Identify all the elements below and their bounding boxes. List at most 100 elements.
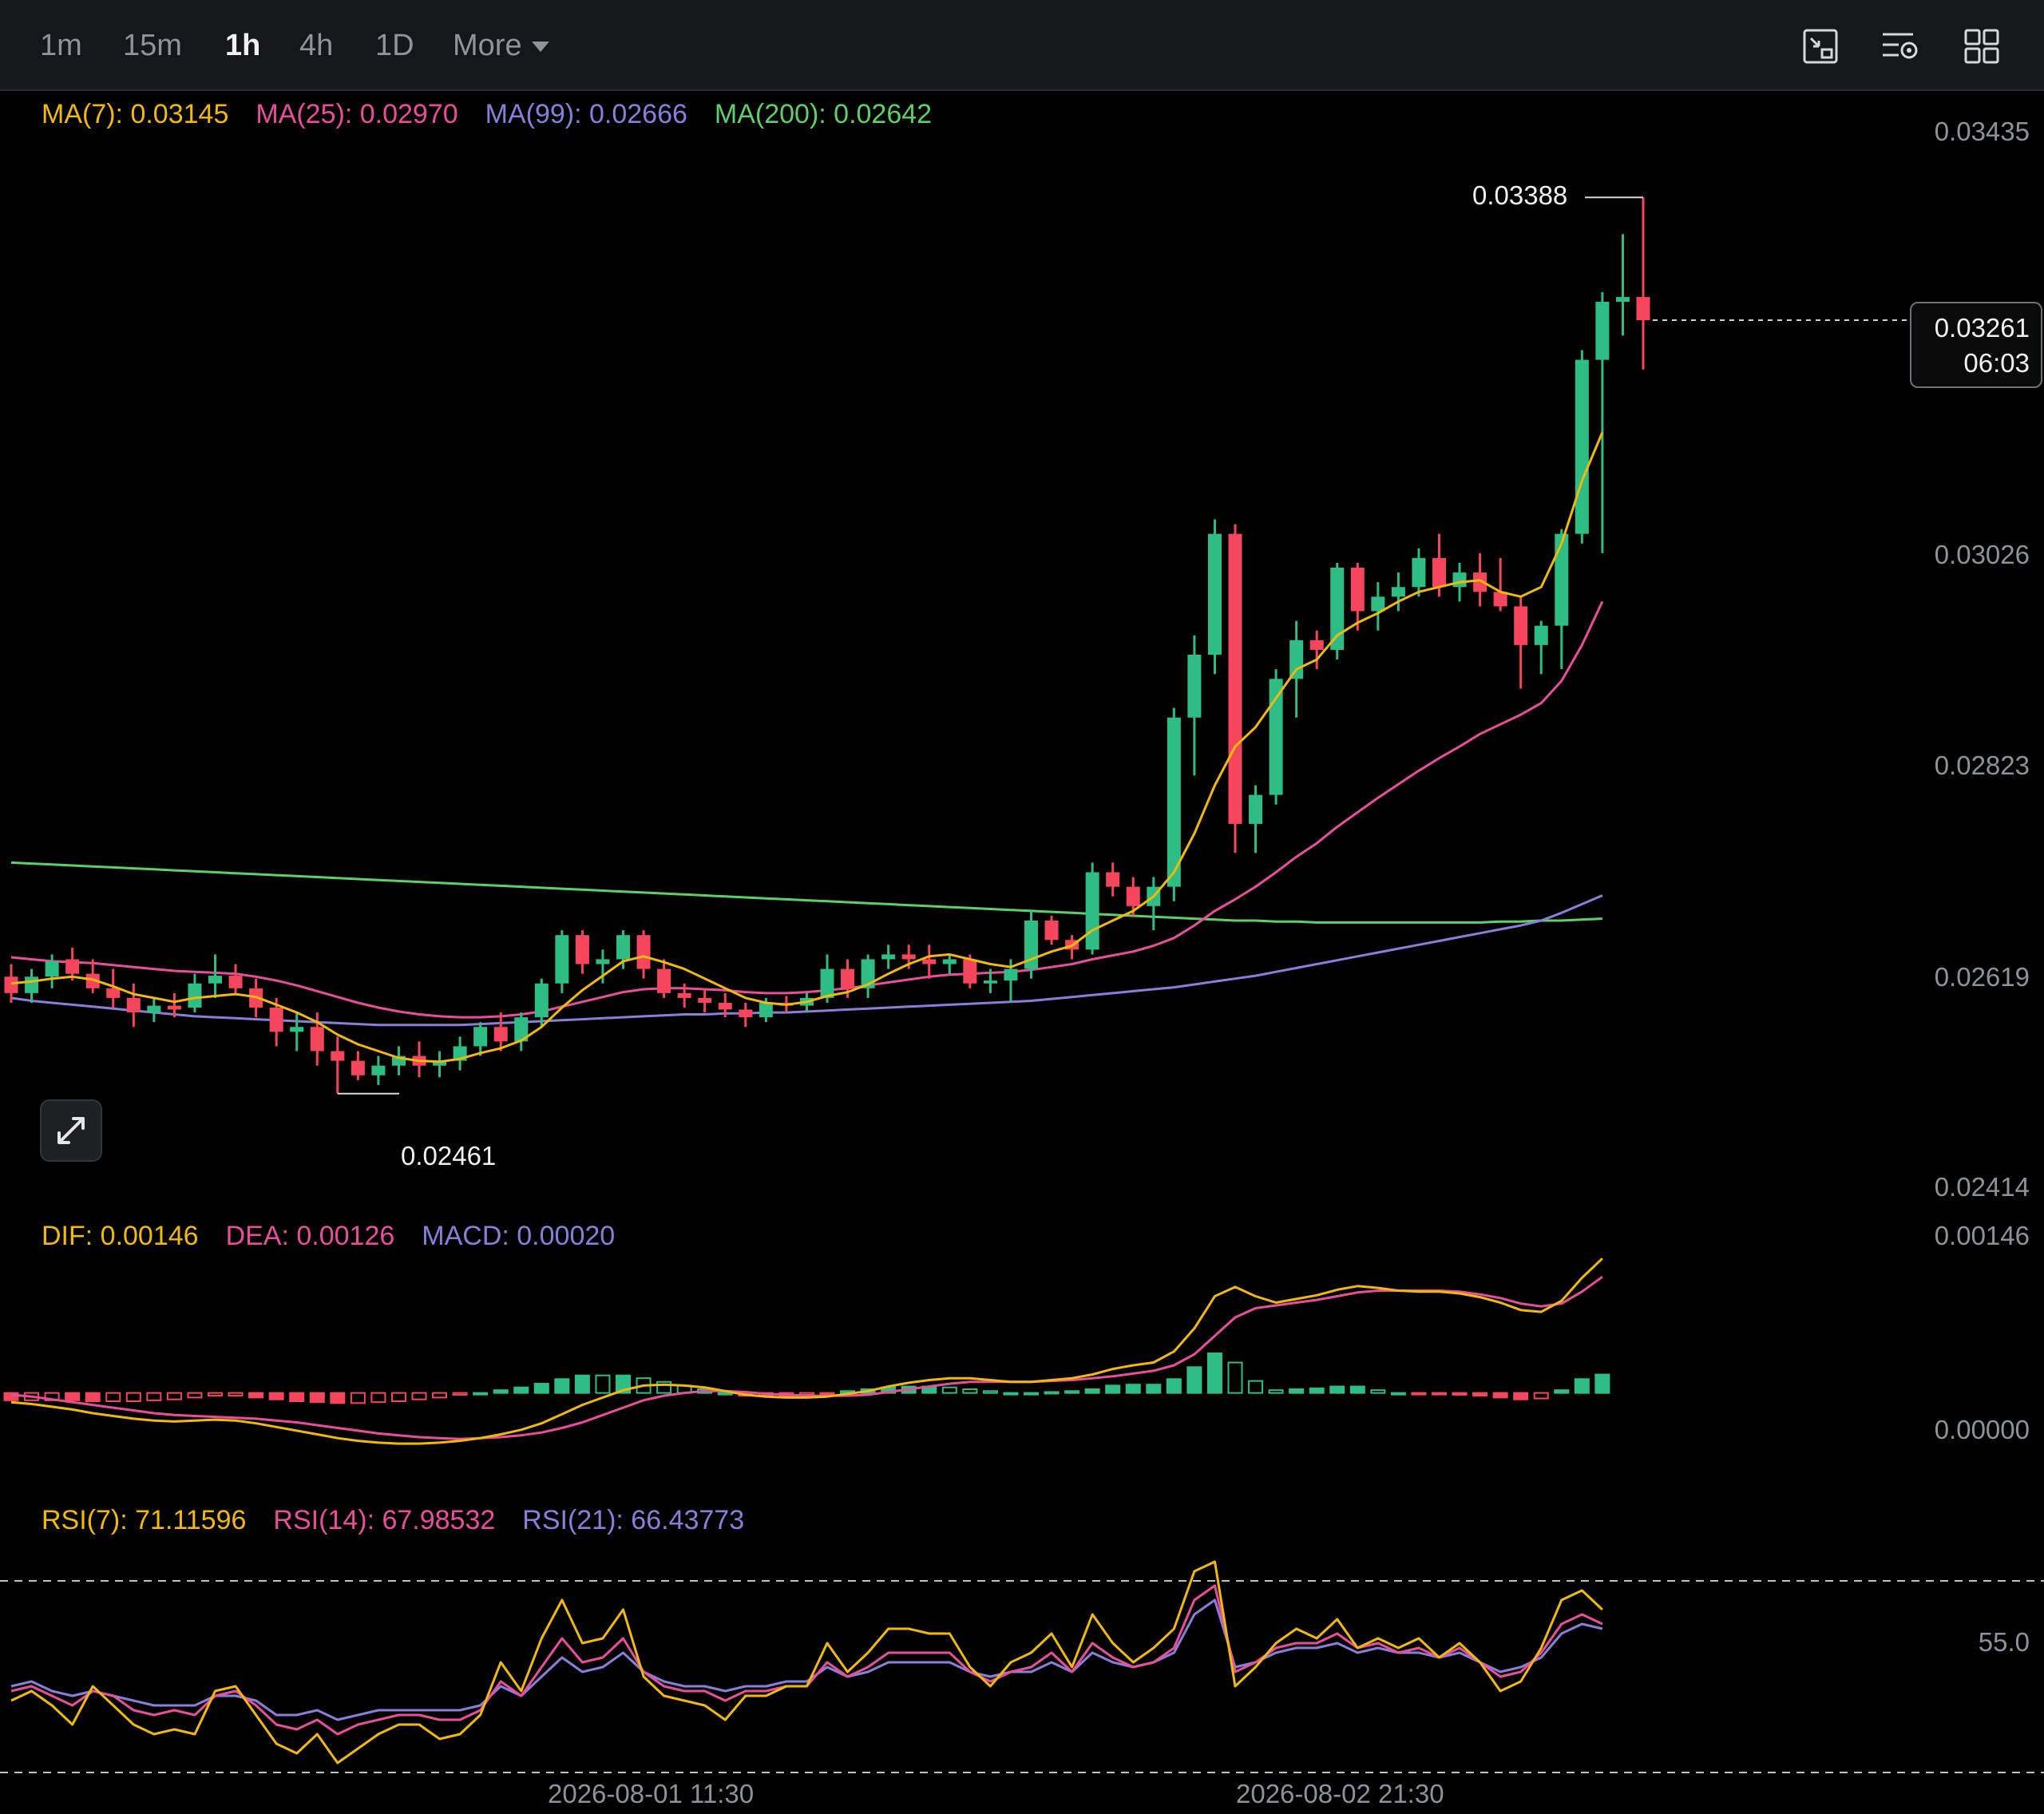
candle-up <box>1555 533 1569 626</box>
macd-histogram-bar <box>187 1392 203 1399</box>
candle-up <box>208 976 222 984</box>
candle-down <box>269 1008 283 1032</box>
macd-histogram-bar <box>1370 1389 1386 1394</box>
current-price: 0.03261 <box>1934 313 2030 343</box>
candle-down <box>963 959 977 984</box>
candle-down <box>901 954 916 960</box>
macd-value-legend: MACD: 0.00020 <box>422 1221 616 1251</box>
macd-histogram-bar <box>473 1392 489 1396</box>
macd-histogram-bar <box>350 1392 366 1404</box>
candle-up <box>820 968 834 998</box>
macd-histogram-bar <box>65 1392 81 1401</box>
macd-histogram-bar <box>554 1378 570 1394</box>
chart-toolbar: 1m 15m 1h 4h 1D More <box>0 0 2044 91</box>
candle-down <box>351 1060 365 1075</box>
macd-histogram-bar <box>1309 1387 1325 1394</box>
macd-histogram-bar <box>309 1392 325 1404</box>
candle-down <box>1228 533 1242 824</box>
candle-down <box>718 1002 732 1010</box>
ma99-legend: MA(99): 0.02666 <box>485 99 687 129</box>
candle-down <box>85 973 100 988</box>
macd-histogram-bar <box>289 1392 305 1402</box>
candle-down <box>1636 296 1650 320</box>
macd-histogram-bar <box>819 1392 835 1396</box>
candle-up <box>45 960 59 977</box>
candle-up <box>942 959 957 964</box>
caret-down-icon <box>531 42 549 53</box>
ma25-line <box>10 600 1604 1019</box>
candle-up <box>1269 679 1283 795</box>
macd-histogram-bar <box>370 1392 386 1404</box>
macd-histogram-bar <box>3 1392 19 1401</box>
macd-histogram-bar <box>656 1380 672 1394</box>
candle-down <box>657 968 671 993</box>
timeframe-4h[interactable]: 4h <box>299 29 334 62</box>
candle-down <box>1106 872 1120 887</box>
macd-histogram-bar <box>1411 1392 1427 1396</box>
candle-down <box>493 1027 508 1042</box>
macd-histogram-bar <box>1390 1392 1406 1396</box>
candle-down <box>65 959 80 974</box>
candle-down <box>106 988 121 998</box>
macd-histogram-bar <box>228 1392 244 1397</box>
candle-up <box>861 959 875 988</box>
macd-histogram-bar <box>1268 1389 1284 1394</box>
macd-histogram-bar <box>146 1392 162 1401</box>
candle-down <box>228 976 243 988</box>
timeframe-15m[interactable]: 15m <box>123 29 182 62</box>
time-axis-label: 2026-08-02 21:30 <box>1236 1779 1444 1808</box>
timeframe-1m[interactable]: 1m <box>40 29 82 62</box>
indicator-settings-icon[interactable] <box>1881 27 1919 65</box>
rsi7-line <box>10 1560 1603 1764</box>
chart-type-icon[interactable] <box>1801 27 1840 65</box>
candle-up <box>1289 640 1304 679</box>
candle-down <box>1309 640 1324 650</box>
more-label: More <box>453 29 522 62</box>
macd-histogram-bar <box>1533 1392 1549 1400</box>
macd-histogram-bar <box>1289 1388 1305 1394</box>
candle-down <box>739 1009 753 1018</box>
macd-histogram-bar <box>390 1392 406 1402</box>
candle-up <box>983 980 997 984</box>
candle-up <box>514 1017 529 1042</box>
rsi21-line <box>10 1598 1603 1721</box>
candle-down <box>310 1027 324 1052</box>
macd-histogram-bar <box>1024 1392 1039 1396</box>
macd-histogram-bar <box>1125 1384 1141 1394</box>
candle-up <box>1412 557 1426 588</box>
macd-histogram-bar <box>533 1383 549 1394</box>
expand-chart-button[interactable] <box>40 1099 102 1162</box>
macd-histogram-bar <box>493 1389 509 1394</box>
current-price-tag: 0.03261 06:03 <box>1910 302 2042 388</box>
layout-grid-icon[interactable] <box>1963 27 2001 65</box>
candle-up <box>1615 296 1630 302</box>
candle-up <box>371 1065 386 1075</box>
candle-down <box>1350 568 1365 612</box>
macd-histogram-bar <box>1452 1392 1468 1396</box>
rsi7-legend: RSI(7): 71.11596 <box>42 1505 247 1535</box>
macd-histogram-bar <box>452 1392 468 1396</box>
macd-histogram-bar <box>1186 1366 1202 1394</box>
macd-histogram-bar <box>432 1392 448 1399</box>
macd-histogram-bar <box>330 1392 346 1404</box>
macd-histogram-bar <box>1574 1378 1590 1394</box>
dea-line <box>10 1275 1603 1440</box>
candle-up <box>147 1005 161 1013</box>
more-timeframes-dropdown[interactable]: More <box>453 29 549 63</box>
ma25-legend: MA(25): 0.02970 <box>256 99 458 129</box>
macd-histogram-bar <box>1146 1384 1162 1394</box>
candle-up <box>1085 872 1099 950</box>
macd-histogram-bar <box>248 1392 264 1399</box>
candle-down <box>698 997 712 1003</box>
time-axis-label: 2026-08-01 11:30 <box>548 1779 755 1808</box>
price-tick: 0.02823 <box>1934 751 2030 780</box>
timeframe-1h[interactable]: 1h <box>225 29 261 62</box>
candle-up <box>596 959 610 964</box>
candle-down <box>167 1005 181 1010</box>
timeframe-1d[interactable]: 1D <box>375 29 414 62</box>
macd-histogram-bar <box>125 1392 141 1402</box>
macd-histogram-bar <box>85 1392 101 1402</box>
ma200-line <box>10 861 1602 924</box>
macd-histogram-bar <box>1594 1373 1610 1394</box>
